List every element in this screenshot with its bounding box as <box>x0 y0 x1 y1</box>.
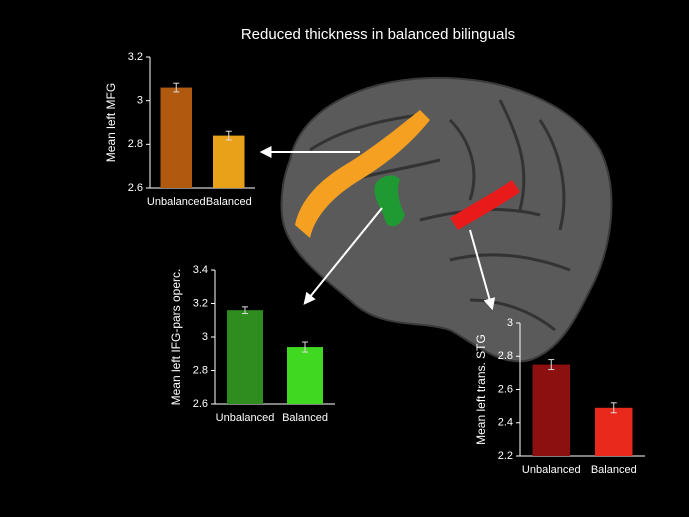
x-tick-label: Unbalanced <box>147 196 206 208</box>
error-bar <box>548 359 555 371</box>
x-tick-label: Balanced <box>591 464 637 476</box>
y-tick-label: 2.2 <box>498 450 513 462</box>
y-axis-label: Mean left trans. STG <box>474 334 488 445</box>
bar-chart: 2.6 2.8 3 3.2 3.4 Mean left IFG-pars operc. Un… <box>169 264 335 424</box>
y-tick-label: 3 <box>507 317 513 329</box>
y-tick-label: 2.8 <box>498 350 513 362</box>
y-axis-label: Mean left MFG <box>104 83 118 162</box>
bar <box>213 135 245 188</box>
error-bar <box>173 82 180 93</box>
bar-chart: 2.2 2.4 2.6 2.8 3 Mean left trans. STG Unbalan… <box>474 317 645 476</box>
y-axis-label: Mean left IFG-pars operc. <box>169 269 183 406</box>
y-tick-label: 2.8 <box>128 138 143 150</box>
y-tick-label: 2.4 <box>498 417 513 429</box>
error-bar <box>610 402 617 414</box>
bar <box>287 347 323 404</box>
y-tick-label: 2.6 <box>128 182 143 194</box>
y-tick-label: 2.6 <box>193 398 208 410</box>
x-tick-label: Unbalanced <box>522 464 581 476</box>
x-tick-label: Unbalanced <box>216 412 275 424</box>
bar <box>595 407 633 456</box>
error-bar <box>302 341 308 353</box>
bar <box>227 310 263 404</box>
y-tick-label: 3.2 <box>193 297 208 309</box>
bar-chart: 2.6 2.8 3 3.2 Mean left MFG Unbalanced Balance… <box>104 51 255 208</box>
y-tick-label: 3.2 <box>128 51 143 63</box>
x-tick-label: Balanced <box>206 196 252 208</box>
y-tick-label: 2.6 <box>498 383 513 395</box>
arrows <box>259 146 496 311</box>
bar <box>160 87 192 188</box>
y-tick-label: 3.4 <box>193 264 208 276</box>
y-tick-label: 2.8 <box>193 364 208 376</box>
y-tick-label: 3 <box>202 331 208 343</box>
x-tick-label: Balanced <box>282 412 328 424</box>
figure-title: Reduced thickness in balanced bilinguals <box>241 26 515 43</box>
y-tick-label: 3 <box>137 95 143 107</box>
error-bar <box>225 130 232 141</box>
error-bar <box>242 306 248 315</box>
bar <box>532 364 570 456</box>
brain <box>280 76 613 363</box>
